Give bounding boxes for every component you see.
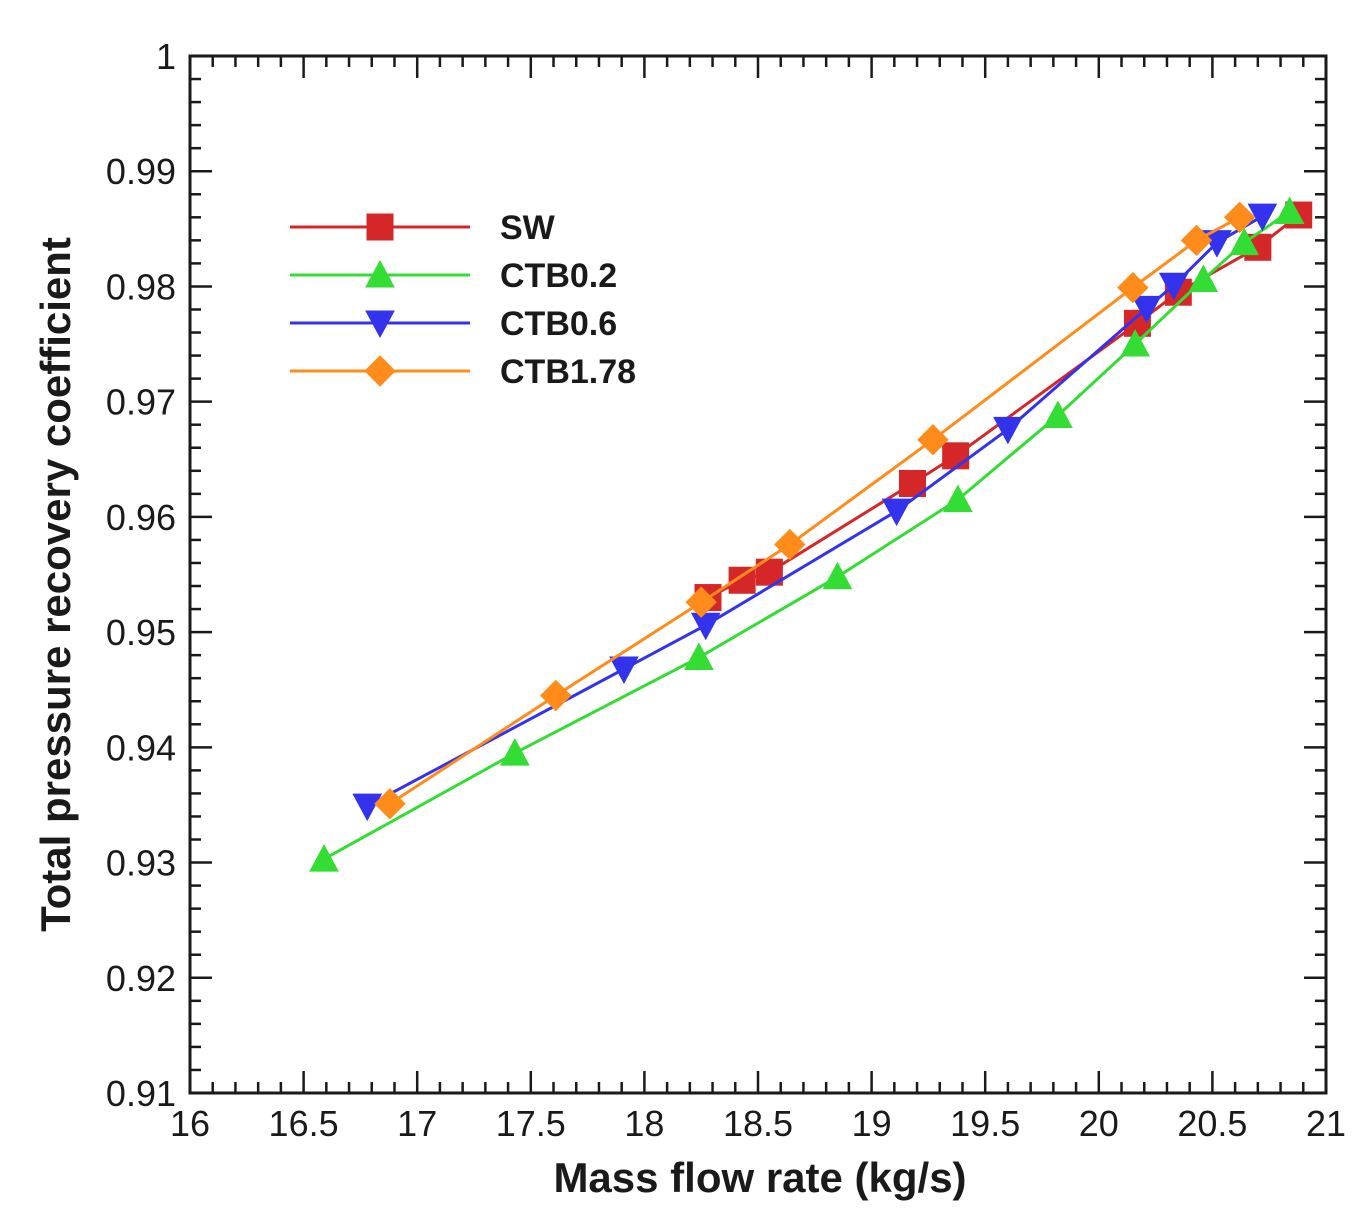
legend-item-sw: SW [290, 209, 556, 247]
data-point [1131, 295, 1162, 324]
data-point [993, 416, 1023, 445]
series-ctb0-2 [309, 196, 1305, 872]
data-point [609, 656, 639, 685]
y-tick-label: 0.98 [106, 266, 176, 307]
data-point [1188, 264, 1219, 293]
x-tick-label: 21 [1306, 1103, 1346, 1144]
legend-marker [365, 259, 395, 288]
legend-item-ctb0-6: CTB0.6 [290, 305, 617, 343]
legend-label: CTB1.78 [500, 353, 636, 391]
y-tick-label: 1 [156, 36, 176, 77]
series-ctb0-6 [352, 203, 1278, 822]
data-point [684, 642, 714, 670]
legend-marker [366, 213, 394, 241]
data-point [943, 484, 973, 513]
y-tick-label: 0.94 [106, 727, 176, 768]
y-tick-label: 0.91 [106, 1073, 176, 1114]
data-point [1180, 224, 1213, 257]
x-tick-label: 20 [1079, 1103, 1119, 1144]
x-tick-label: 17.5 [496, 1103, 566, 1144]
data-point [309, 844, 339, 872]
x-tick-label: 17 [397, 1103, 437, 1144]
x-tick-label: 16.5 [269, 1103, 339, 1144]
legend-marker [365, 310, 395, 339]
data-point [1274, 196, 1305, 225]
y-tick-label: 0.97 [106, 382, 176, 423]
data-point [1120, 329, 1150, 357]
plot-frame [188, 54, 1328, 1095]
x-axis-title: Mass flow rate (kg/s) [553, 1154, 966, 1201]
x-tick-label: 16 [170, 1103, 210, 1144]
x-tick-label: 18 [624, 1103, 664, 1144]
data-point [352, 793, 383, 822]
legend-marker-shape [364, 355, 396, 387]
series-line [323, 210, 1291, 861]
data-point [1223, 201, 1256, 234]
data-point [774, 528, 806, 561]
data-point [1247, 203, 1278, 232]
legend-item-ctb0-2: CTB0.2 [290, 257, 617, 295]
y-tick-label: 0.93 [106, 843, 176, 884]
data-point [942, 442, 970, 470]
series-ctb1-78 [374, 201, 1256, 820]
y-tick-label: 0.96 [106, 497, 176, 538]
y-axis-title: Total pressure recovery coefficient [32, 237, 79, 932]
x-tick-label: 19 [852, 1103, 892, 1144]
data-point [1043, 400, 1073, 428]
legend-marker-shape [365, 259, 395, 288]
series-layer [309, 196, 1313, 872]
x-tick-label: 19.5 [950, 1103, 1020, 1144]
y-tick-labels: 0.91 0.92 0.93 0.94 0.95 0.96 0.97 0.98 0.99 1 [106, 36, 176, 1114]
data-point [1117, 271, 1149, 304]
legend-marker [364, 355, 396, 387]
legend-label: CTB0.2 [500, 257, 617, 295]
y-tick-label: 0.99 [106, 151, 176, 192]
legend-label: CTB0.6 [500, 305, 617, 343]
data-point [1158, 272, 1189, 301]
x-tick-label: 18.5 [723, 1103, 793, 1144]
data-point [685, 586, 717, 618]
series-line [389, 215, 1241, 806]
legend-marker-shape [366, 213, 394, 241]
data-point [1229, 227, 1260, 256]
data-point [500, 738, 530, 766]
legend-label: SW [500, 209, 556, 247]
y-tick-label: 0.95 [106, 612, 176, 653]
x-tick-labels: 16 16.5 17 17.5 18 18.5 19 19.5 20 20.5 21 [170, 1103, 1346, 1144]
legend-marker-shape [365, 310, 395, 339]
legend: SW CTB0.2 CTB0.6 CTB1.78 [290, 209, 636, 391]
x-tick-label: 20.5 [1177, 1103, 1247, 1144]
y-tick-label: 0.92 [106, 958, 176, 999]
data-point [917, 423, 949, 456]
data-point [540, 679, 572, 712]
data-point [881, 498, 912, 527]
data-point [822, 561, 853, 590]
legend-item-ctb1-78: CTB1.78 [290, 353, 636, 391]
data-point [374, 788, 406, 820]
